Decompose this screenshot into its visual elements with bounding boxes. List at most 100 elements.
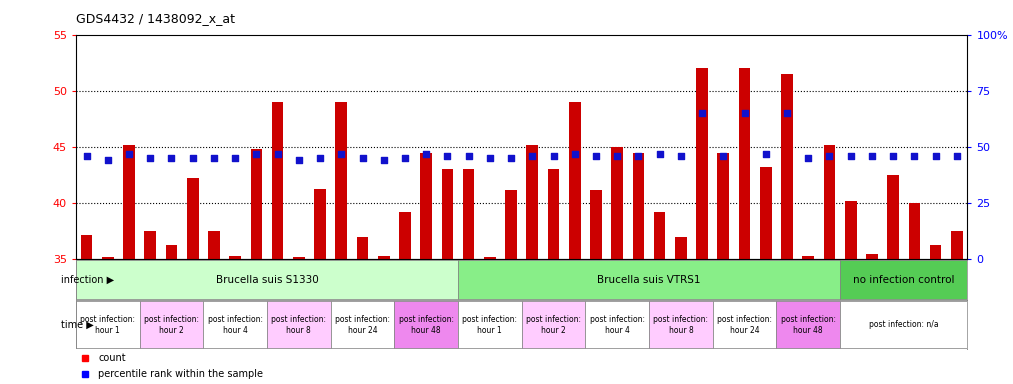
Bar [399,212,411,260]
Point [142,155,158,161]
Point [736,110,753,116]
Point [397,155,413,161]
Point [248,151,264,157]
Bar [314,189,326,260]
Bar [81,235,92,260]
Point [503,155,520,161]
Bar [458,301,522,348]
Bar [420,152,432,260]
Point [566,151,582,157]
Bar [527,145,538,260]
Point [673,153,689,159]
Point [312,155,328,161]
Bar [458,260,840,300]
Text: post infection:
hour 1: post infection: hour 1 [462,315,518,334]
Point [227,155,243,161]
Point [630,153,646,159]
Point [588,153,604,159]
Bar [760,167,772,260]
Bar [166,245,177,260]
Text: post infection:
hour 2: post infection: hour 2 [526,315,581,334]
Bar [951,231,962,260]
Bar [649,301,713,348]
Point [461,153,477,159]
Bar [186,179,199,260]
Point [163,155,179,161]
Text: Brucella suis S1330: Brucella suis S1330 [216,275,318,285]
Bar [586,301,649,348]
Text: infection ▶: infection ▶ [61,275,114,285]
Bar [76,301,140,348]
Bar [632,152,644,260]
Bar [840,260,967,300]
Text: post infection:
hour 1: post infection: hour 1 [80,315,136,334]
Text: post infection:
hour 8: post infection: hour 8 [653,315,708,334]
Bar [909,203,920,260]
Text: time ▶: time ▶ [61,320,94,330]
Point [524,153,540,159]
Point [333,151,349,157]
Bar [267,301,330,348]
Bar [378,256,390,260]
Bar [505,190,517,260]
Bar [522,301,586,348]
Text: post infection:
hour 2: post infection: hour 2 [144,315,199,334]
Point [206,155,222,161]
Point [715,153,731,159]
Bar [591,190,602,260]
Bar [738,68,751,260]
Point [694,110,710,116]
Bar [250,149,262,260]
Bar [866,254,877,260]
Bar [330,301,394,348]
Point [907,153,923,159]
Bar [229,256,241,260]
Point [78,153,94,159]
Point [184,155,201,161]
Point [928,153,944,159]
Text: post infection:
hour 4: post infection: hour 4 [590,315,644,334]
Bar [394,301,458,348]
Bar [357,237,369,260]
Bar [653,212,666,260]
Point [609,153,625,159]
Bar [776,301,840,348]
Text: no infection control: no infection control [853,275,954,285]
Point [651,151,668,157]
Text: post infection:
hour 4: post infection: hour 4 [208,315,262,334]
Bar [442,169,453,260]
Point [800,155,816,161]
Point [885,153,902,159]
Point [482,155,498,161]
Bar [204,301,267,348]
Point [376,157,392,164]
Point [418,151,435,157]
Point [440,153,456,159]
Point [949,153,965,159]
Bar [208,231,220,260]
Point [291,157,307,164]
Text: percentile rank within the sample: percentile rank within the sample [98,369,263,379]
Point [758,151,774,157]
Point [864,153,880,159]
Bar [140,301,204,348]
Bar [335,102,347,260]
Bar [102,257,113,260]
Text: post infection:
hour 8: post infection: hour 8 [271,315,326,334]
Text: post infection: n/a: post infection: n/a [869,320,939,329]
Bar [145,231,156,260]
Bar [271,102,284,260]
Text: count: count [98,353,126,362]
Bar [781,74,793,260]
Point [121,151,137,157]
Bar [569,102,580,260]
Bar [717,152,729,260]
Text: post infection:
hour 24: post infection: hour 24 [717,315,772,334]
Bar [802,256,814,260]
Bar [293,257,305,260]
Bar [76,260,458,300]
Bar [845,201,857,260]
Bar [463,169,474,260]
Text: post infection:
hour 48: post infection: hour 48 [781,315,836,334]
Point [355,155,371,161]
